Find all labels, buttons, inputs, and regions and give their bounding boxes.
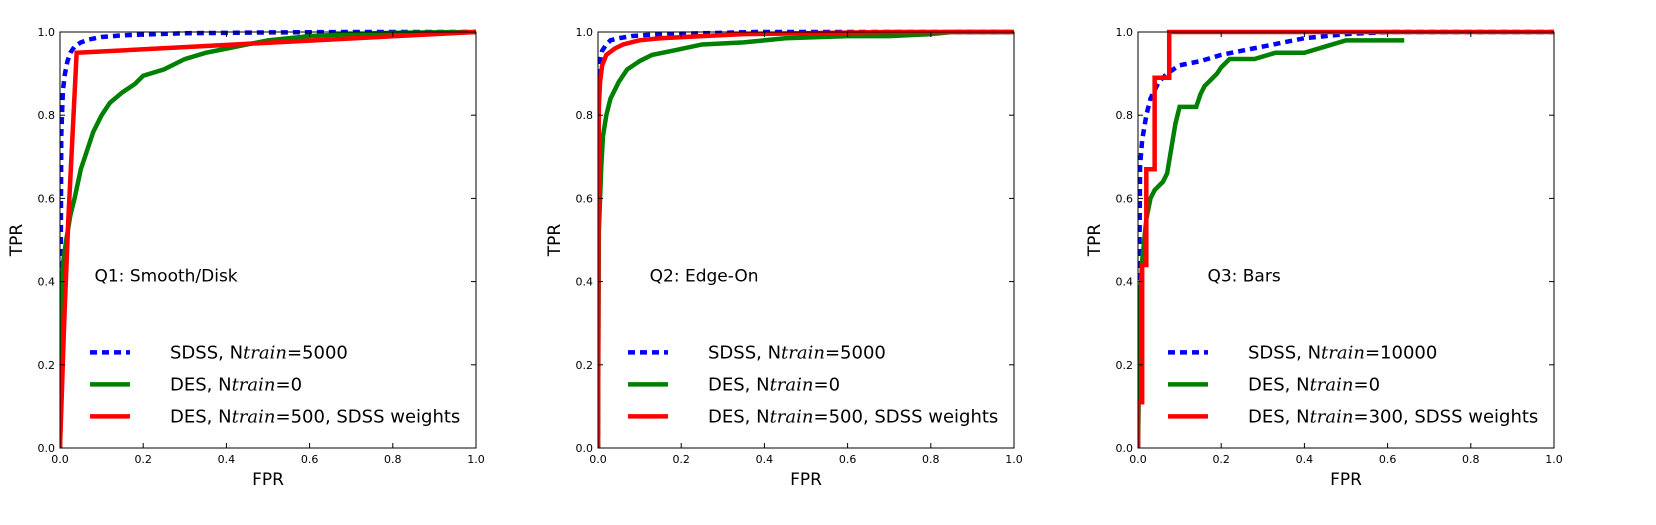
y-tick-label: 0.6 [576,192,594,205]
legend-label-1: SDSS, Ntrain=5000 [708,342,886,363]
x-axis-label: FPR [790,470,822,490]
legend-prefix: DES, N [708,406,770,427]
x-tick-label: 0.8 [922,453,940,466]
legend-label-1: SDSS, Ntrain=10000 [1248,342,1437,363]
x-tick-label: 0.8 [384,453,402,466]
panel-title: Q2: Edge-On [650,267,759,287]
x-tick-label: 0.6 [301,453,319,466]
x-tick-label: 0.0 [1129,453,1147,466]
y-tick-label: 0.6 [1116,192,1134,205]
x-tick-label: 0.2 [134,453,152,466]
legend-label-3: DES, Ntrain=300, SDSS weights [1248,406,1538,427]
legend-italic: train [232,374,276,395]
curves [1138,29,1554,448]
series-line-1 [1138,29,1554,448]
y-tick-label: 0.4 [576,276,594,289]
legend-prefix: DES, N [170,406,232,427]
legend-label-2: DES, Ntrain=0 [1248,374,1380,395]
y-tick-label: 0.2 [576,359,594,372]
legend-italic: train [232,406,276,427]
x-tick-label: 1.0 [1005,453,1023,466]
legend-italic: train [770,374,814,395]
panel-title: Q1: Smooth/Disk [94,267,237,287]
x-tick-label: 0.0 [51,453,69,466]
legend-prefix: DES, N [1248,374,1310,395]
legend-italic: train [770,406,814,427]
x-tick-label: 0.2 [1212,453,1230,466]
roc-panel-3: 0.0 0.2 0.4 0.6 0.8 1.0 0.0 0.2 0.4 0.6 0.8 1.0 FPR T… [1085,26,1563,490]
y-tick-label: 1.0 [576,26,594,39]
x-tick-label: 1.0 [467,453,485,466]
y-tick-label: 0.4 [1116,276,1134,289]
x-tick-label: 0.6 [839,453,857,466]
legend-suffix: =0 [276,374,303,395]
y-tick-label: 0.8 [1116,109,1134,122]
legend-prefix: SDSS, N [170,342,243,363]
x-tick-label: 0.6 [1379,453,1397,466]
legend-prefix: SDSS, N [708,342,781,363]
x-tick-label: 1.0 [1545,453,1563,466]
y-axis-label: TPR [7,224,27,258]
x-tick-label: 0.4 [218,453,236,466]
legend-italic: train [1310,406,1354,427]
y-tick-label: 0.6 [38,192,56,205]
series-line-3 [60,29,477,448]
x-axis-label: FPR [252,470,284,490]
y-tick-label: 1.0 [1116,26,1134,39]
x-tick-label: 0.8 [1462,453,1480,466]
y-axis-label: TPR [545,224,565,258]
series-line-3 [1138,29,1554,448]
legend-italic: train [781,342,825,363]
y-tick-label: 0.8 [38,109,56,122]
panel-title: Q3: Bars [1207,267,1280,287]
legend-prefix: SDSS, N [1248,342,1321,363]
y-tick-label: 0.0 [38,442,56,455]
legend-label-3: DES, Ntrain=500, SDSS weights [170,406,460,427]
x-tick-label: 0.0 [589,453,607,466]
y-tick-label: 1.0 [38,26,56,39]
series-line-2 [598,29,1014,448]
y-tick-label: 0.2 [1116,359,1134,372]
y-tick-label: 0.4 [38,276,56,289]
legend-label-1: SDSS, Ntrain=5000 [170,342,348,363]
legend-prefix: DES, N [1248,406,1310,427]
x-tick-label: 0.2 [672,453,690,466]
legend-suffix: =10000 [1365,342,1437,363]
legend-italic: train [1321,342,1365,363]
legend-suffix: =500, SDSS weights [814,406,999,427]
legend-suffix: =0 [814,374,841,395]
legend-suffix: =0 [1354,374,1381,395]
series-line-3 [598,29,1014,448]
legend-prefix: DES, N [170,374,232,395]
roc-panel-1: 0.0 0.2 0.4 0.6 0.8 1.0 0.0 0.2 0.4 0.6 0.8 1.0 FPR T… [7,26,485,490]
roc-panel-2: 0.0 0.2 0.4 0.6 0.8 1.0 0.0 0.2 0.4 0.6 0.8 1.0 FPR T… [545,26,1023,490]
legend-suffix: =300, SDSS weights [1354,406,1539,427]
y-tick-label: 0.2 [38,359,56,372]
series-line-1 [598,29,1014,448]
legend-suffix: =5000 [287,342,348,363]
plot-frame [1137,31,1555,449]
x-tick-label: 0.4 [756,453,774,466]
legend-suffix: =500, SDSS weights [276,406,461,427]
legend-label-3: DES, Ntrain=500, SDSS weights [708,406,998,427]
x-axis-label: FPR [1330,470,1362,490]
plot-frame [59,31,477,449]
x-tick-label: 0.4 [1296,453,1314,466]
y-tick-label: 0.0 [1116,442,1134,455]
curves [598,29,1014,448]
legend-label-2: DES, Ntrain=0 [170,374,302,395]
legend-italic: train [1310,374,1354,395]
legend-italic: train [243,342,287,363]
plot-frame [597,31,1015,449]
legend-suffix: =5000 [825,342,886,363]
y-tick-label: 0.0 [576,442,594,455]
legend-prefix: DES, N [708,374,770,395]
legend-label-2: DES, Ntrain=0 [708,374,840,395]
y-axis-label: TPR [1085,224,1105,258]
y-tick-label: 0.8 [576,109,594,122]
